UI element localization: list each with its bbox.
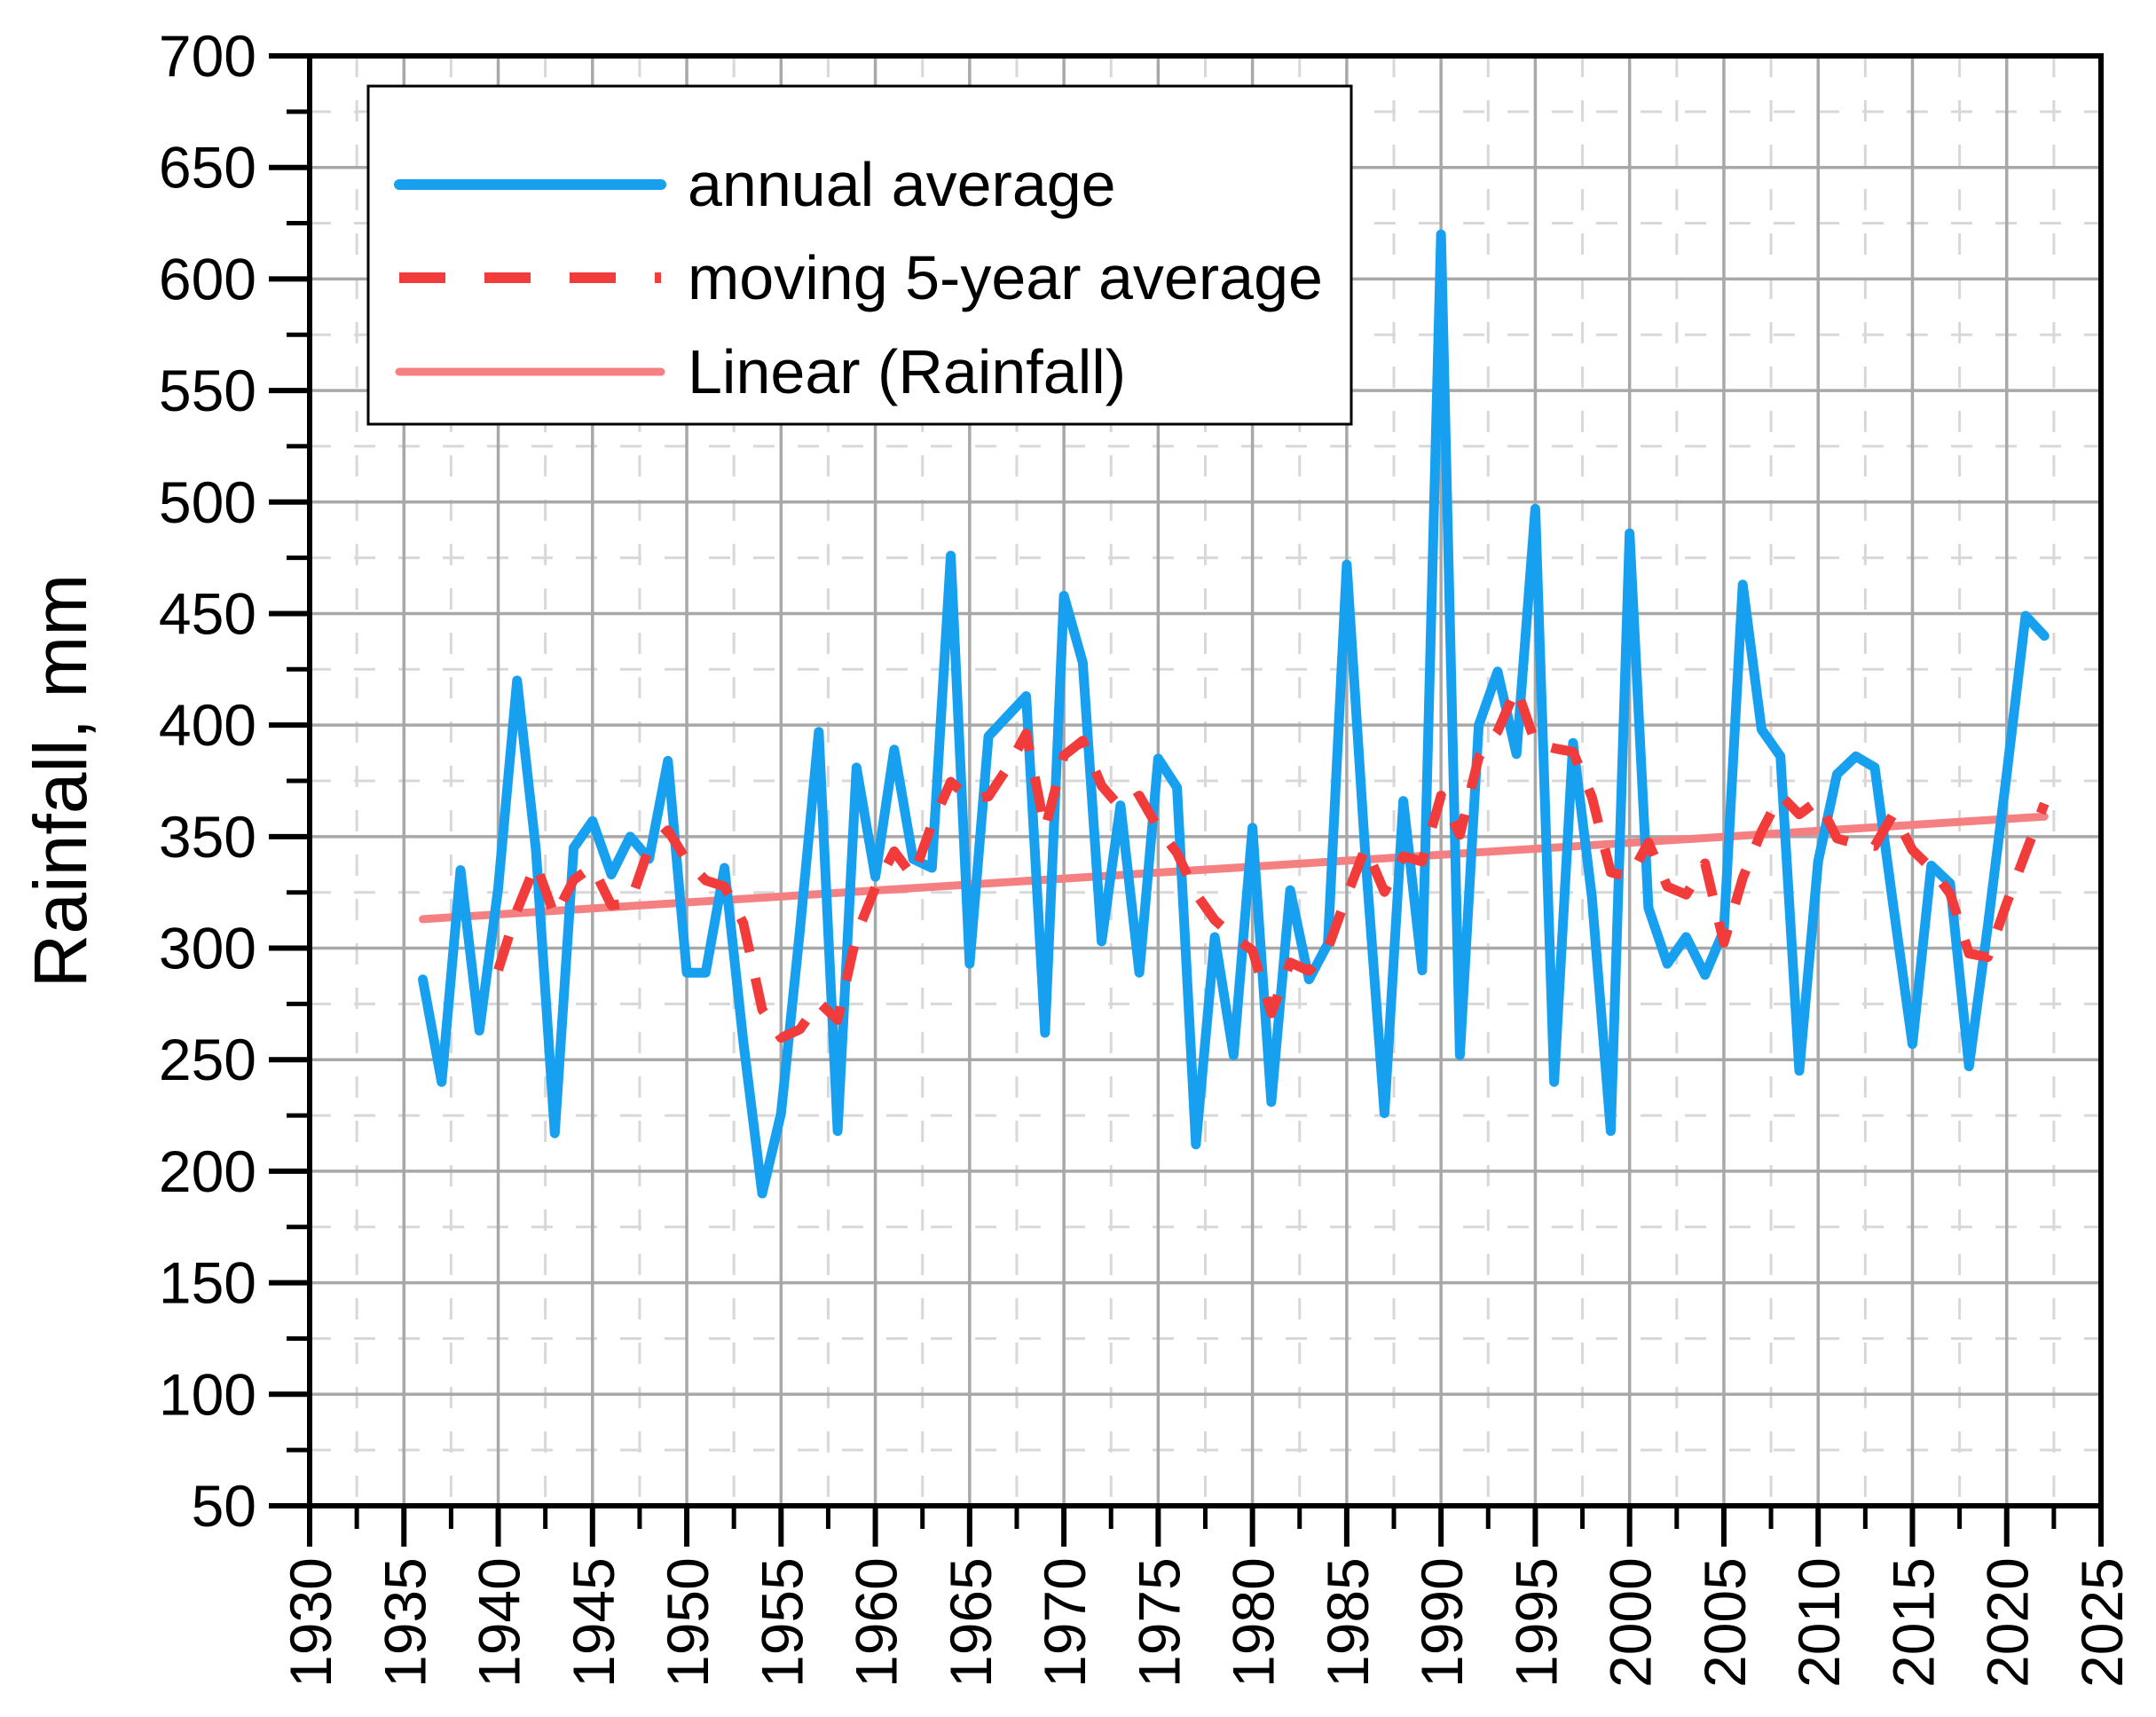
legend: annual average moving 5-year average Lin…	[366, 84, 1353, 426]
y-tick-labels: 700 650 600 550 500 450 400 350 300 250 200 150 100 5…	[159, 23, 256, 1539]
data-series	[418, 229, 2050, 1199]
x-tick-label: 2010	[1786, 1557, 1852, 1688]
x-tick-label: 1945	[561, 1557, 626, 1688]
axis-ticks	[269, 53, 2104, 1547]
y-tick-label: 150	[159, 1250, 256, 1316]
x-tick-label: 1955	[749, 1557, 814, 1688]
y-tick-label: 100	[159, 1361, 256, 1427]
x-tick-label: 1935	[372, 1557, 437, 1688]
x-tick-label: 1930	[278, 1557, 343, 1688]
y-tick-label: 550	[159, 358, 256, 423]
x-tick-label: 1965	[938, 1557, 1003, 1688]
annual-average-series	[418, 229, 2050, 1199]
y-tick-label: 250	[159, 1027, 256, 1092]
x-tick-label: 1995	[1503, 1557, 1569, 1688]
y-tick-label: 650	[159, 135, 256, 201]
y-tick-label: 400	[159, 692, 256, 758]
y-axis-title: Rainfall, mm	[19, 574, 102, 988]
x-tick-label: 1940	[467, 1557, 532, 1688]
x-tick-label: 1975	[1126, 1557, 1192, 1688]
x-tick-labels: 1930 1935 1940 1945 1950 1955 1960 1965 1970 1975…	[278, 1557, 2135, 1688]
x-tick-label: 1980	[1221, 1557, 1287, 1688]
y-tick-label: 600	[159, 246, 256, 311]
y-tick-label: 200	[159, 1138, 256, 1204]
x-tick-label: 2025	[2069, 1557, 2135, 1688]
y-tick-label: 700	[159, 23, 256, 89]
y-tick-label: 350	[159, 804, 256, 870]
x-tick-label: 1970	[1032, 1557, 1098, 1688]
y-tick-label: 500	[159, 469, 256, 535]
x-tick-label: 2020	[1975, 1557, 2041, 1688]
legend-label-moving-average: moving 5-year average	[688, 243, 1323, 312]
y-tick-label: 300	[159, 916, 256, 981]
x-tick-label: 2005	[1692, 1557, 1758, 1688]
x-tick-label: 2015	[1880, 1557, 1946, 1688]
x-tick-label: 2000	[1598, 1557, 1664, 1688]
x-tick-label: 1985	[1315, 1557, 1381, 1688]
legend-label-annual: annual average	[688, 150, 1116, 219]
moving-average-series	[493, 682, 2050, 1044]
x-tick-label: 1960	[844, 1557, 909, 1688]
legend-label-trend: Linear (Rainfall)	[688, 337, 1126, 406]
y-tick-label: 50	[192, 1473, 256, 1539]
trend-line-series	[419, 812, 2049, 924]
y-tick-label: 450	[159, 580, 256, 646]
x-tick-label: 1950	[655, 1557, 720, 1688]
x-tick-label: 1990	[1409, 1557, 1475, 1688]
